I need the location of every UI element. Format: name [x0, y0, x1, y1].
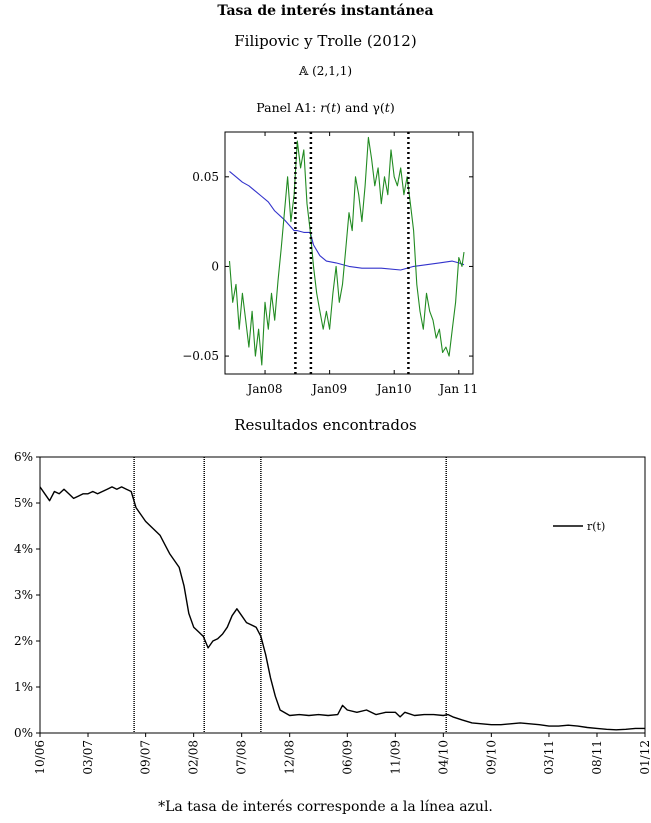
series-line-green	[228, 136, 465, 366]
x-tick-label: 02/08	[187, 740, 201, 775]
x-tick-label: 03/07	[81, 740, 95, 775]
footnote: *La tasa de interés corresponde a la lín…	[158, 799, 493, 815]
x-tick-label: 04/10	[436, 740, 450, 775]
x-tick-label: 09/10	[484, 740, 498, 775]
y-tick-label: 0.05	[192, 170, 219, 184]
y-tick-label: 3%	[14, 588, 33, 602]
plot-frame	[224, 131, 474, 375]
x-tick-label: Jan08	[246, 382, 283, 396]
y-tick-label: 0%	[14, 726, 33, 740]
x-tick-label: 06/09	[340, 740, 354, 775]
series-line-rt	[39, 486, 645, 731]
x-tick-label: Jan09	[310, 382, 347, 396]
x-tick-label: 11/09	[388, 740, 402, 775]
plot-frame	[39, 456, 646, 734]
page-title: Tasa de interés instantánea	[217, 3, 434, 19]
y-tick-label: 5%	[14, 496, 33, 510]
legend-label: r(t)	[587, 520, 605, 533]
x-tick-label: 01/12	[638, 740, 651, 775]
y-tick-label: 1%	[14, 680, 33, 694]
x-tick-label: Jan 11	[437, 382, 478, 396]
x-tick-label: 07/08	[235, 740, 249, 775]
series-line-blue	[229, 170, 465, 271]
panel-title: Panel A1: r(t) and γ(t)	[256, 100, 395, 115]
x-tick-label: 09/07	[139, 740, 153, 775]
legend: r(t)	[553, 520, 605, 533]
x-tick-label: 08/11	[590, 740, 604, 775]
y-tick-label: −0.05	[182, 349, 219, 363]
x-tick-label: 10/06	[33, 740, 47, 775]
x-tick-label: Jan10	[375, 382, 412, 396]
page-subtitle: Filipovic y Trolle (2012)	[234, 32, 417, 50]
model-label: 𝔸 (2,1,1)	[298, 64, 353, 78]
y-tick-label: 0	[211, 259, 219, 273]
y-tick-label: 4%	[14, 542, 33, 556]
y-tick-label: 2%	[14, 634, 33, 648]
y-tick-label: 6%	[14, 450, 33, 464]
bottom-chart-title: Resultados encontrados	[234, 416, 417, 434]
x-tick-label: 03/11	[542, 740, 556, 775]
x-tick-label: 12/08	[283, 740, 297, 775]
